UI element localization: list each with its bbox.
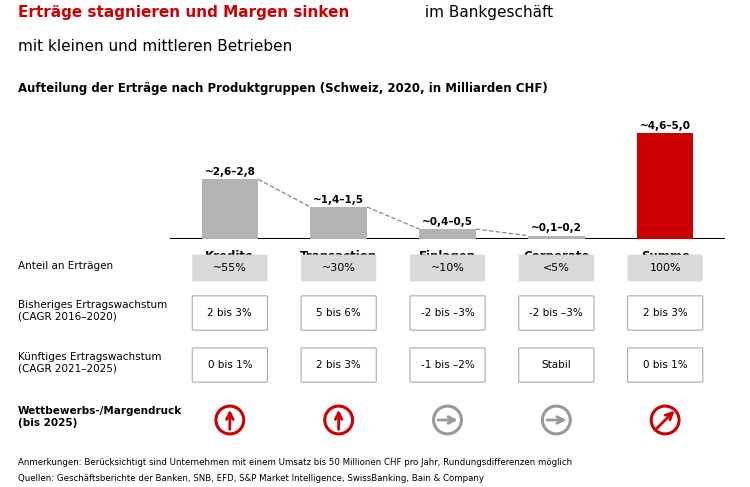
Text: Aufteilung der Erträge nach Produktgruppen (Schweiz, 2020, in Milliarden CHF): Aufteilung der Erträge nach Produktgrupp…	[18, 82, 548, 94]
Text: Corporate
Finance: Corporate Finance	[523, 250, 590, 278]
Bar	[637, 133, 694, 239]
Text: ~4,6–5,0: ~4,6–5,0	[640, 121, 691, 131]
Text: Anteil an Erträgen: Anteil an Erträgen	[18, 261, 113, 271]
FancyBboxPatch shape	[192, 255, 268, 281]
Text: Kredite: Kredite	[206, 250, 254, 262]
Text: mit kleinen und mittleren Betrieben: mit kleinen und mittleren Betrieben	[18, 39, 292, 55]
Text: Bisheriges Ertragswachstum
(CAGR 2016–2020): Bisheriges Ertragswachstum (CAGR 2016–20…	[18, 300, 167, 321]
Bar	[202, 179, 258, 239]
FancyBboxPatch shape	[410, 296, 485, 330]
Text: <5%: <5%	[543, 263, 570, 273]
Text: Summe: Summe	[640, 250, 690, 262]
Text: -2 bis –3%: -2 bis –3%	[530, 308, 584, 318]
FancyBboxPatch shape	[192, 348, 268, 382]
FancyBboxPatch shape	[628, 296, 703, 330]
Text: ~10%: ~10%	[430, 263, 464, 273]
Text: Erträge stagnieren und Margen sinken: Erträge stagnieren und Margen sinken	[18, 5, 350, 20]
Text: 2 bis 3%: 2 bis 3%	[643, 308, 688, 318]
Text: ~55%: ~55%	[213, 263, 247, 273]
FancyBboxPatch shape	[192, 296, 268, 330]
Text: im Bankgeschäft: im Bankgeschäft	[420, 5, 553, 20]
FancyBboxPatch shape	[519, 255, 594, 281]
FancyBboxPatch shape	[519, 348, 594, 382]
Text: Künftiges Ertragswachstum
(CAGR 2021–2025): Künftiges Ertragswachstum (CAGR 2021–202…	[18, 352, 161, 373]
Text: 0 bis 1%: 0 bis 1%	[208, 360, 252, 370]
FancyBboxPatch shape	[301, 296, 376, 330]
Text: -2 bis –3%: -2 bis –3%	[421, 308, 474, 318]
FancyBboxPatch shape	[301, 348, 376, 382]
Text: Anmerkungen: Berücksichtigt sind Unternehmen mit einem Umsatz bis 50 Millionen C: Anmerkungen: Berücksichtigt sind Unterne…	[18, 458, 572, 468]
Text: Wettbewerbs-/Margendruck
(bis 2025): Wettbewerbs-/Margendruck (bis 2025)	[18, 406, 182, 428]
Text: ~0,4–0,5: ~0,4–0,5	[422, 217, 473, 227]
Text: 100%: 100%	[650, 263, 681, 273]
Text: ~30%: ~30%	[322, 263, 356, 273]
Text: ~1,4–1,5: ~1,4–1,5	[314, 195, 364, 205]
Text: 0 bis 1%: 0 bis 1%	[643, 360, 688, 370]
Text: 2 bis 3%: 2 bis 3%	[208, 308, 252, 318]
FancyBboxPatch shape	[410, 348, 485, 382]
Text: Stabil: Stabil	[542, 360, 572, 370]
Text: Transaction
Banking: Transaction Banking	[300, 250, 377, 278]
FancyBboxPatch shape	[410, 255, 485, 281]
Bar	[310, 207, 367, 239]
Text: Einlagen: Einlagen	[419, 250, 476, 262]
FancyBboxPatch shape	[628, 255, 703, 281]
Text: -1 bis –2%: -1 bis –2%	[421, 360, 474, 370]
Bar	[419, 229, 476, 239]
FancyBboxPatch shape	[301, 255, 376, 281]
FancyBboxPatch shape	[628, 348, 703, 382]
Text: Quellen: Geschäftsberichte der Banken, SNB, EFD, S&P Market Intelligence, SwissB: Quellen: Geschäftsberichte der Banken, S…	[18, 474, 484, 483]
Bar	[528, 236, 584, 239]
Text: ~2,6–2,8: ~2,6–2,8	[205, 167, 255, 177]
Text: 2 bis 3%: 2 bis 3%	[316, 360, 361, 370]
Text: ~0,1–0,2: ~0,1–0,2	[531, 224, 582, 233]
Text: 5 bis 6%: 5 bis 6%	[316, 308, 361, 318]
FancyBboxPatch shape	[519, 296, 594, 330]
